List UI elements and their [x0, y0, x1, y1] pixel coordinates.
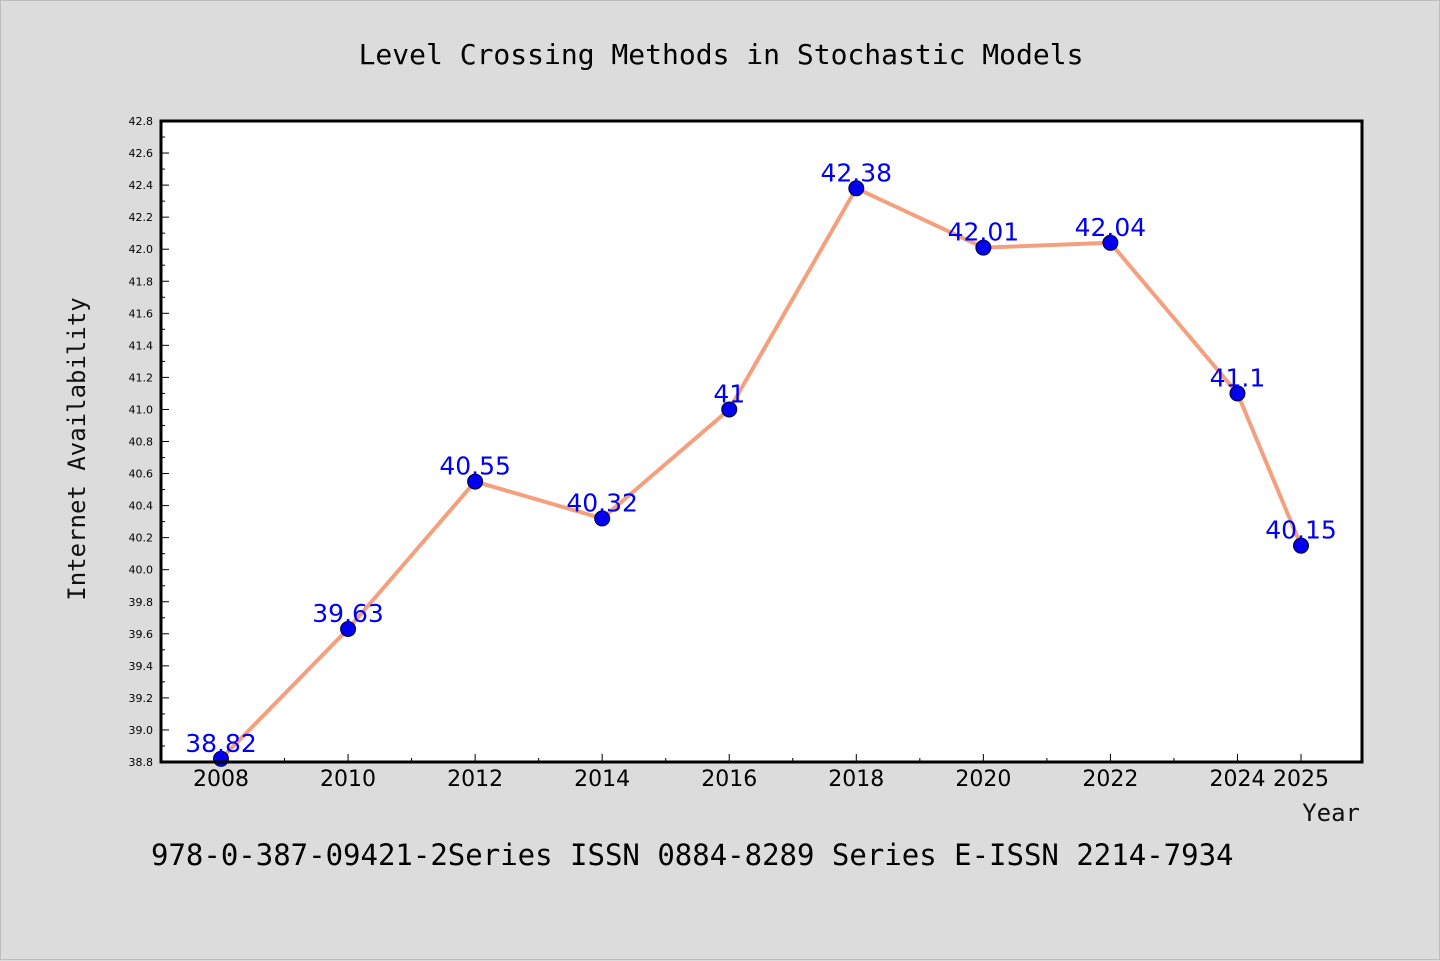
x-tick-label: 2024 — [1209, 767, 1265, 792]
data-label: 41.1 — [1210, 363, 1266, 392]
data-labels: 38.82 39.63 40.55 40.32 41 42.38 42.01 42.04 41.… — [185, 158, 1337, 757]
y-tick-label: 41.4 — [129, 339, 154, 352]
plot-area — [161, 121, 1362, 762]
y-tick-label: 42.4 — [129, 179, 154, 192]
data-point — [467, 473, 484, 490]
footer-citation: 978-0-387-09421-2Series ISSN 0884-8289 S… — [151, 838, 1234, 872]
y-tick-label: 39.8 — [129, 596, 154, 609]
y-tick-label: 41.8 — [129, 275, 154, 288]
y-tick-label: 39.2 — [129, 692, 154, 705]
y-tick-label: 38.8 — [129, 756, 154, 769]
y-tick-label: 40.4 — [129, 500, 154, 513]
series-line — [219, 186, 1303, 761]
data-label: 41 — [713, 379, 745, 408]
data-point — [975, 239, 992, 256]
data-point — [721, 401, 738, 418]
x-axis-ticks: 2008 2010 2012 2014 2016 2018 2020 2022 2024 2025 — [193, 754, 1329, 792]
y-tick-label: 40.8 — [129, 436, 154, 449]
data-label: 40.32 — [566, 488, 638, 517]
y-tick-label: 42.6 — [129, 147, 154, 160]
x-tick-label: 2016 — [701, 767, 757, 792]
y-tick-label: 41.6 — [129, 307, 154, 320]
data-label: 40.15 — [1265, 516, 1337, 545]
x-tick-label: 2014 — [574, 767, 630, 792]
data-markers — [213, 180, 1309, 767]
plot-frame — [159, 119, 1364, 764]
data-point — [594, 510, 611, 527]
y-tick-label: 42.2 — [129, 211, 154, 224]
y-tick-label: 41.0 — [129, 403, 154, 416]
data-label: 38.82 — [185, 729, 257, 758]
x-tick-label: 2022 — [1082, 767, 1138, 792]
data-label: 42.04 — [1075, 213, 1147, 242]
x-tick-label: 2008 — [193, 767, 249, 792]
x-tick-label: 2025 — [1273, 767, 1329, 792]
data-label: 40.55 — [439, 452, 511, 481]
data-point — [1229, 385, 1246, 402]
y-axis-ticks: 38.8 39.0 39.2 39.4 39.6 39.8 40.0 40.2 40.4 40.6… — [129, 115, 169, 769]
y-tick-label: 40.6 — [129, 468, 154, 481]
y-axis-title: Internet Availability — [63, 297, 91, 600]
x-tick-label: 2012 — [447, 767, 503, 792]
data-point — [848, 180, 865, 197]
x-tick-label: 2018 — [828, 767, 884, 792]
data-point — [340, 620, 357, 637]
y-tick-label: 39.6 — [129, 628, 154, 641]
data-label: 42.38 — [821, 158, 893, 187]
chart-title: Level Crossing Methods in Stochastic Mod… — [359, 38, 1084, 71]
y-tick-label: 41.2 — [129, 371, 154, 384]
y-tick-label: 40.0 — [129, 564, 154, 577]
x-axis-title: Year — [1302, 799, 1360, 827]
y-tick-label: 39.0 — [129, 724, 154, 737]
data-point — [1293, 537, 1309, 554]
data-label: 42.01 — [948, 218, 1020, 247]
data-label: 39.63 — [312, 599, 384, 628]
y-tick-label: 39.4 — [129, 660, 154, 673]
y-tick-label: 40.2 — [129, 532, 154, 545]
y-tick-label: 42.8 — [129, 115, 154, 128]
data-point — [1102, 234, 1119, 251]
x-tick-label: 2020 — [955, 767, 1011, 792]
y-tick-label: 42.0 — [129, 243, 154, 256]
x-tick-label: 2010 — [320, 767, 376, 792]
